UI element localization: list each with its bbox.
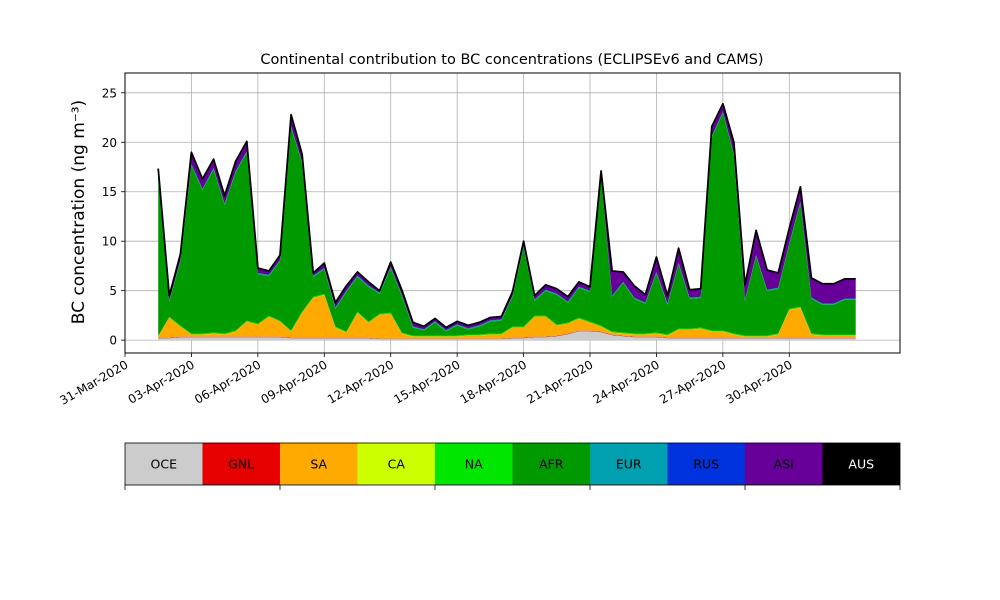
legend-label-gnl: GNL xyxy=(228,457,254,472)
legend-label-ca: CA xyxy=(388,457,406,472)
legend-swatch-ca xyxy=(357,443,435,485)
y-axis-label: BC concentration (ng m⁻³) xyxy=(69,100,89,324)
legend-label-sa: SA xyxy=(310,457,327,472)
stacked-areas xyxy=(157,102,856,341)
x-tick-label: 24-Apr-2020 xyxy=(591,357,662,406)
legend-frame xyxy=(124,442,901,486)
legend-swatch-aus xyxy=(822,443,900,485)
y-tick-label: 10 xyxy=(102,235,117,249)
x-tick-label: 06-Apr-2020 xyxy=(192,357,263,406)
legend-swatch-rus xyxy=(667,443,745,485)
legend-swatch-na xyxy=(435,443,513,485)
x-tick-label: 12-Apr-2020 xyxy=(325,357,396,406)
legend-colorbar: OCE GNL SA CA NA AFR EUR RUS ASI AUS xyxy=(124,442,901,490)
x-tick-label: 21-Apr-2020 xyxy=(524,357,595,406)
x-tick-label: 15-Apr-2020 xyxy=(391,357,462,406)
y-tick-label: 25 xyxy=(102,86,117,100)
legend-label-oce: OCE xyxy=(151,457,178,472)
legend-swatch-eur xyxy=(590,443,668,485)
y-tick-label: 5 xyxy=(109,284,117,298)
x-axis: 31-Mar-202003-Apr-202006-Apr-202009-Apr-… xyxy=(57,353,795,408)
x-tick-label: 18-Apr-2020 xyxy=(458,357,529,406)
area-oce xyxy=(158,331,856,341)
y-tick-label: 0 xyxy=(109,334,117,348)
x-tick-label: 03-Apr-2020 xyxy=(126,357,197,406)
legend-label-na: NA xyxy=(465,457,483,472)
chart-title: Continental contribution to BC concentra… xyxy=(260,52,763,68)
y-tick-label: 15 xyxy=(102,185,117,199)
legend-swatch-oce xyxy=(125,443,203,485)
legend-swatch-afr xyxy=(512,443,590,485)
legend-label-aus: AUS xyxy=(848,457,874,472)
plot-frame xyxy=(124,72,901,354)
area-afr xyxy=(158,112,856,337)
x-tick-label: 27-Apr-2020 xyxy=(657,357,728,406)
legend-swatch-gnl xyxy=(202,443,280,485)
legend-swatch-asi xyxy=(745,443,823,485)
legend-label-eur: EUR xyxy=(616,457,642,472)
legend-label-rus: RUS xyxy=(693,457,719,472)
x-tick-label: 31-Mar-2020 xyxy=(57,357,130,407)
total-outline xyxy=(157,102,856,329)
x-tick-label: 30-Apr-2020 xyxy=(724,357,795,406)
area-sa xyxy=(158,295,856,339)
legend-label-afr: AFR xyxy=(539,457,564,472)
legend-swatch-sa xyxy=(280,443,358,485)
y-axis: 0 5 10 15 20 25 xyxy=(102,86,125,348)
legend-label-asi: ASI xyxy=(774,457,794,472)
y-tick-label: 20 xyxy=(102,136,117,150)
x-tick-label: 09-Apr-2020 xyxy=(259,357,330,406)
